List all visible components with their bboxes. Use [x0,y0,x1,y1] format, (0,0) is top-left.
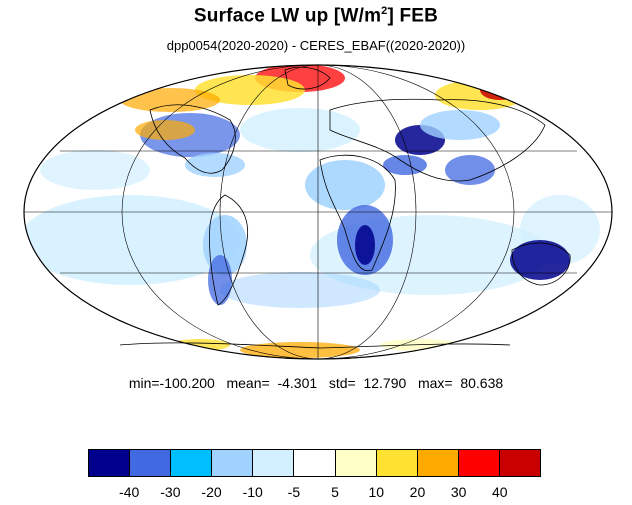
colorbar-swatch [499,450,541,476]
land-anomaly-patch [208,255,232,305]
colorbar-swatch [335,450,377,476]
colorbar-labels: -40 -30 -20 -10 -5 5 10 20 30 40 [88,484,541,502]
colorbar-swatch [171,450,213,476]
title-main: Surface LW up [W/m [193,5,382,27]
land-anomaly-patch [420,110,500,140]
ocean-anomaly-patch [40,150,150,190]
colorbar [88,449,541,477]
land-anomaly-patch [355,225,375,265]
ocean-anomaly-patch [240,108,360,152]
colorbar-tick-label: 30 [450,484,467,500]
globe-outline [23,64,613,360]
title-suffix: ] FEB [387,5,439,27]
land-anomaly-patch [195,75,305,105]
colorbar-swatch [417,450,459,476]
chart-title: Surface LW up [W/m2] FEB [0,5,632,27]
colorbar-tick-label: -40 [119,484,140,500]
statistics-line: min=-100.200 mean= -4.301 std= 12.790 ma… [128,375,504,391]
colorbar-swatch [376,450,418,476]
land-anomaly-patch [120,88,220,112]
colorbar-tick-label: 20 [409,484,426,500]
land-anomaly-patch [510,240,570,280]
ocean-anomaly-patch [220,272,380,308]
colorbar-tick-label: 10 [368,484,385,500]
colorbar-tick-label: -10 [242,484,263,500]
colorbar-tick-label: -30 [160,484,181,500]
coastlines [119,66,571,349]
colorbar-tick-label: -5 [287,484,301,500]
colorbar-tick-label: 5 [331,484,339,500]
colorbar-swatch [89,450,131,476]
colorbar-swatch [253,450,295,476]
land-anomaly-patch [305,160,385,210]
land-anomaly-patch [170,339,230,351]
land-anomaly-patch [185,153,245,177]
chart-subtitle: dpp0054(2020-2020) - CERES_EBAF((2020-20… [166,38,466,53]
colorbar-tick-label: -20 [201,484,222,500]
title-superscript: 2 [381,5,388,17]
ocean-anomaly-patch [24,195,240,285]
land-anomaly-patch [135,120,195,140]
colorbar-swatch [212,450,254,476]
colorbar-tick-label: 40 [492,484,508,500]
land-anomaly-patch [445,155,495,185]
colorbar-swatch [130,450,172,476]
land-anomaly-patch [435,80,525,110]
colorbar-swatch [294,450,336,476]
colorbar-swatch [458,450,500,476]
